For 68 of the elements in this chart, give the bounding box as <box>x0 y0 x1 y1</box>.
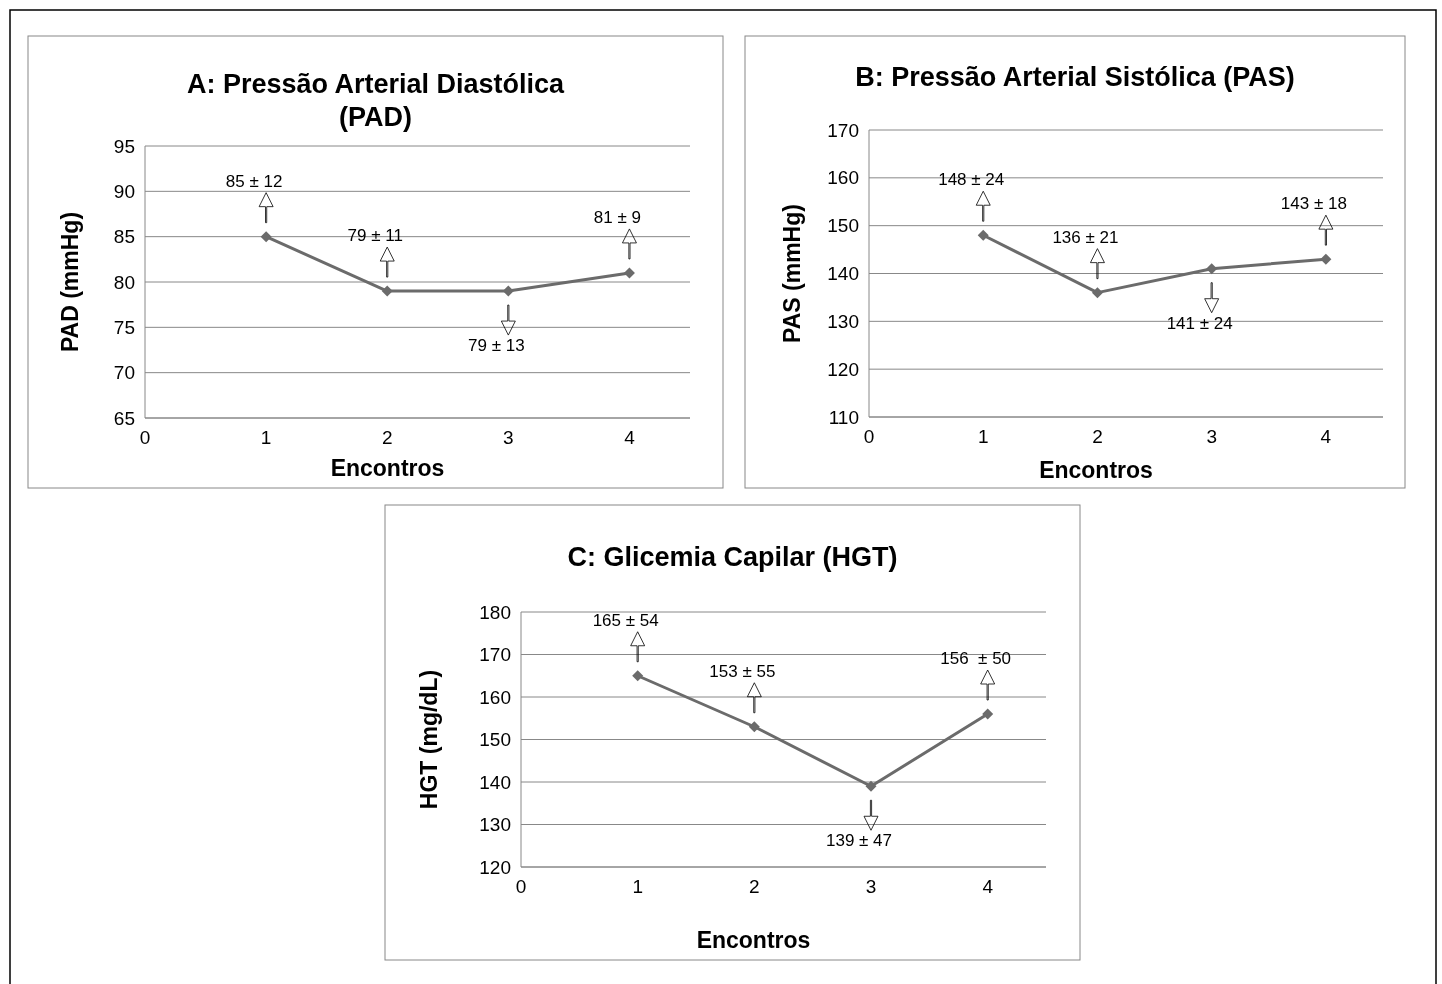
point <box>1091 287 1103 299</box>
annotation: 165 ± 54 <box>592 610 659 630</box>
y-tick-label: 140 <box>827 263 859 284</box>
x-axis-title: Encontros <box>330 455 445 481</box>
x-tick-label: 1 <box>260 427 272 448</box>
y-tick-label: 170 <box>479 644 511 665</box>
point <box>977 229 989 241</box>
chart-title: C: Glicemia Capilar (HGT) <box>567 542 898 572</box>
x-tick-label: 0 <box>863 426 875 447</box>
x-tick-label: 1 <box>632 876 643 897</box>
y-tick-label: 95 <box>113 135 135 157</box>
x-tick-label: 3 <box>503 427 514 448</box>
y-tick-label: 160 <box>827 167 859 189</box>
point <box>865 780 877 792</box>
x-tick-label: 0 <box>515 876 527 897</box>
annotation: 156 ± 50 <box>940 649 1012 668</box>
y-tick-label: 70 <box>113 362 135 384</box>
annotation: 141 ± 24 <box>1166 313 1233 333</box>
x-tick-label: 3 <box>1206 426 1217 447</box>
annotation: 153 ± 55 <box>709 661 776 681</box>
annotation: 79 ± 11 <box>347 226 403 246</box>
point <box>381 285 393 297</box>
annotation: 143 ± 18 <box>1280 194 1347 214</box>
y-tick-label: 90 <box>113 180 135 202</box>
y-axis-title: HGT (mg/dL) <box>416 669 442 810</box>
annotation: 79 ± 13 <box>468 336 525 356</box>
x-tick-label: 2 <box>1092 426 1103 447</box>
x-tick-label: 2 <box>749 876 760 897</box>
annotation: 139 ± 47 <box>825 831 893 851</box>
annotation: 136 ± 21 <box>1052 227 1119 247</box>
y-axis-title: PAS (mmHg) <box>779 204 805 343</box>
y-tick-label: 130 <box>479 814 511 835</box>
x-tick-label: 1 <box>977 426 989 447</box>
x-axis-title: Encontros <box>1039 457 1153 483</box>
point <box>260 231 272 243</box>
y-tick-label: 170 <box>827 119 859 141</box>
y-tick-label: 130 <box>827 310 859 332</box>
annotation: 85 ± 12 <box>225 171 283 191</box>
chart-title: A: Pressão Arterial Diastólica (PAD) <box>186 69 566 132</box>
point <box>1320 253 1332 265</box>
y-tick-label: 120 <box>827 358 859 380</box>
x-tick-label: 3 <box>865 876 877 897</box>
y-tick-label: 180 <box>479 601 511 623</box>
y-tick-label: 120 <box>479 856 511 878</box>
y-tick-label: 150 <box>827 215 859 237</box>
y-tick-label: 75 <box>113 316 135 338</box>
y-tick-label: 140 <box>479 771 511 793</box>
y-tick-label: 80 <box>113 271 135 293</box>
y-tick-label: 150 <box>479 729 511 750</box>
annotation: 81 ± 9 <box>593 207 642 227</box>
point <box>982 708 994 720</box>
y-tick-label: 110 <box>828 406 859 428</box>
point <box>623 267 635 279</box>
y-tick-label: 65 <box>113 407 135 429</box>
point <box>1206 263 1218 275</box>
y-tick-label: 160 <box>479 686 511 708</box>
point <box>748 721 760 733</box>
point <box>632 670 644 682</box>
annotation: 148 ± 24 <box>938 170 1005 190</box>
x-tick-label: 4 <box>982 876 994 897</box>
y-axis-title: PAD (mmHg) <box>57 211 83 353</box>
x-tick-label: 2 <box>381 427 393 448</box>
chart-title: B: Pressão Arterial Sistólica (PAS) <box>855 62 1295 92</box>
x-tick-label: 0 <box>139 427 151 448</box>
x-axis-title: Encontros <box>696 927 811 953</box>
y-tick-label: 85 <box>113 226 135 248</box>
x-tick-label: 4 <box>624 427 636 448</box>
x-tick-label: 4 <box>1320 426 1332 447</box>
